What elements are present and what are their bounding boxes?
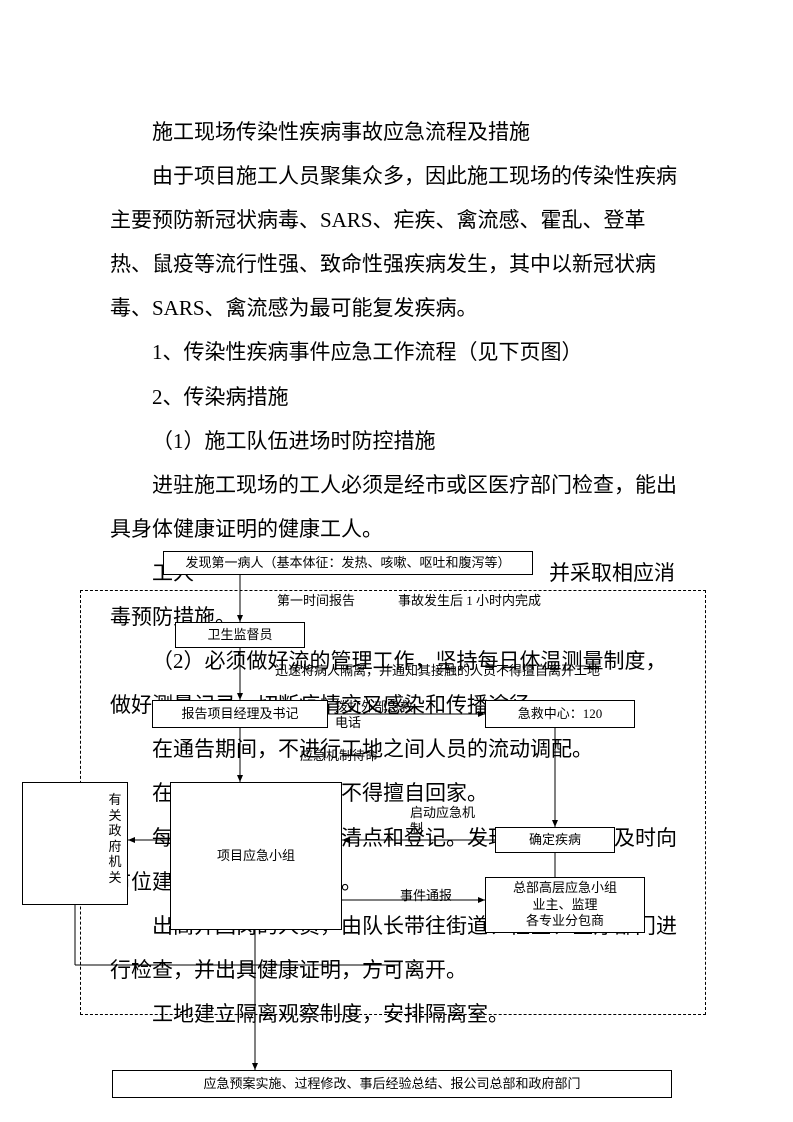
para-2: 由于项目施工人员聚集众多，因此施工现场的传染性疾病主要预防新冠状病毒、SARS、… (110, 154, 685, 330)
para-title: 施工现场传染性疾病事故应急流程及措施 (110, 110, 685, 154)
para-3: 1、传染性疾病事件应急工作流程（见下页图） (110, 330, 685, 374)
para-4: 2、传染病措施 (110, 375, 685, 419)
para-11: 每日对工地人员进行清点和登记。发现异常情况，及时向市位建办防非办和建管处。 (110, 816, 685, 904)
para-12: 出高并回岗的人员，由队长带往街道、社区、医疗部门进行检查，并出具健康证明，方可离… (110, 904, 685, 992)
para-9: 在通告期间，不进行工地之间人员的流动调配。 (110, 727, 685, 771)
para-6: 进驻施工现场的工人必须是经市或区医疗部门检查，能出具身体健康证明的健康工人。 (110, 463, 685, 551)
node-implementation: 应急预案实施、过程修改、事后经验总结、报公司总部和政府部门 (112, 1070, 672, 1098)
para-7: 工人并采取相应消毒预防措施。 (110, 551, 685, 639)
para-8: （2）必须做好流的管理工作，坚持每日体温测量制度，做好测量记录，切断疫情交叉感染… (110, 639, 685, 727)
document-body: 施工现场传染性疾病事故应急流程及措施 由于项目施工人员聚集众多，因此施工现场的传… (110, 110, 685, 1036)
para-10: 在通告期间施工人员不得擅自回家。 (110, 771, 685, 815)
para-5: （1）施工队伍进场时防控措施 (110, 419, 685, 463)
para-13: 工地建立隔离观察制度，安排隔离室。 (110, 992, 685, 1036)
